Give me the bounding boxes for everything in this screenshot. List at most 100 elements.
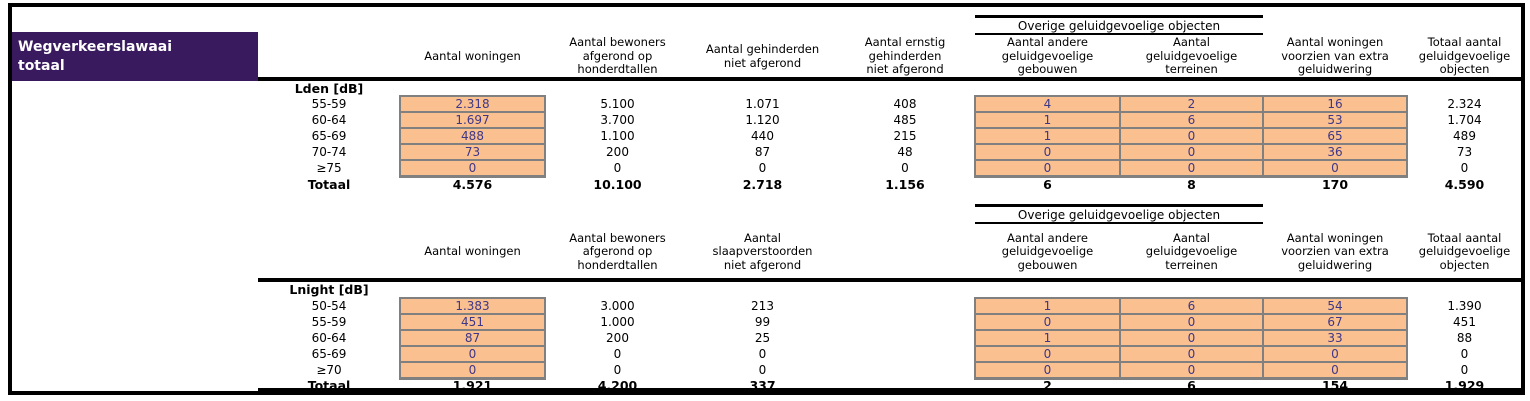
input-cell[interactable]: 1.383	[400, 298, 545, 314]
value-cell: 0	[613, 347, 622, 361]
input-cell[interactable]: 6	[1120, 298, 1263, 314]
input-cell[interactable]: 0	[1263, 346, 1407, 362]
column-header-row: Aantal woningen Aantal bewoners afgerond …	[258, 36, 1522, 77]
input-cell[interactable]: 0	[1120, 330, 1263, 346]
input-cell[interactable]: 0	[1263, 160, 1407, 176]
value-cell: 5.100	[600, 97, 635, 111]
title-line-2: totaal	[18, 58, 65, 74]
total-cell: 2.718	[742, 177, 783, 192]
value-cell: 440	[751, 129, 774, 143]
header-underline	[258, 278, 1521, 282]
band-label-lnight: Lnight [dB]	[289, 282, 369, 297]
title-line-1: Wegverkeerslawaai	[18, 39, 173, 55]
value-cell: 73	[1456, 145, 1473, 159]
value-cell: 3.000	[600, 299, 635, 313]
column-header	[835, 226, 975, 278]
input-cell[interactable]: 53	[1263, 112, 1407, 128]
value-cell: 1.071	[745, 97, 780, 111]
input-cell[interactable]: 6	[1120, 112, 1263, 128]
input-cell[interactable]: 4	[975, 96, 1120, 112]
total-cell: 10.100	[593, 177, 642, 192]
band-label-lden: Lden [dB]	[294, 81, 364, 96]
input-cell[interactable]: 0	[400, 346, 545, 362]
column-header-row: Aantal woningen Aantal bewoners afgerond …	[258, 226, 1522, 278]
overige-group-header: Overige geluidgevoelige objecten	[975, 15, 1263, 35]
row-label: 70-74	[311, 145, 347, 159]
value-cell: 215	[893, 129, 917, 143]
input-cell[interactable]: 0	[975, 346, 1120, 362]
value-cell	[835, 362, 975, 378]
value-cell: 0	[1460, 161, 1469, 175]
value-cell: 3.700	[600, 113, 635, 127]
row-label: 55-59	[311, 97, 347, 111]
value-cell: 200	[606, 331, 629, 345]
lden-table-body: 55-59 2.318 5.100 1.071 408 4 2 16 2.324 60-64 1.6…	[258, 96, 1522, 176]
input-cell[interactable]: 1	[975, 112, 1120, 128]
input-cell[interactable]: 54	[1263, 298, 1407, 314]
value-cell: 408	[893, 97, 917, 111]
lden-total-row: Totaal 4.576 10.100 2.718 1.156 6 8 170 4.590	[258, 177, 1522, 192]
value-cell: 88	[1456, 331, 1473, 345]
input-cell[interactable]: 16	[1263, 96, 1407, 112]
input-cell[interactable]: 488	[400, 128, 545, 144]
table-row: 55-59 2.318 5.100 1.071 408 4 2 16 2.324	[258, 96, 1522, 112]
input-cell[interactable]: 33	[1263, 330, 1407, 346]
value-cell: 485	[893, 113, 917, 127]
input-cell[interactable]: 87	[400, 330, 545, 346]
input-cell[interactable]: 2	[1120, 96, 1263, 112]
input-cell[interactable]: 0	[1120, 128, 1263, 144]
value-cell: 1.704	[1447, 113, 1482, 127]
input-cell[interactable]: 0	[1120, 346, 1263, 362]
input-cell[interactable]: 2.318	[400, 96, 545, 112]
input-cell[interactable]: 0	[975, 144, 1120, 160]
input-cell[interactable]: 1.697	[400, 112, 545, 128]
bottom-rule	[258, 388, 1521, 392]
column-header: Aantal slaapverstoorden niet afgerond	[712, 230, 813, 272]
value-cell: 213	[751, 299, 774, 313]
row-label: 50-54	[311, 299, 347, 313]
value-cell	[835, 330, 975, 346]
input-cell[interactable]: 36	[1263, 144, 1407, 160]
value-cell: 0	[901, 161, 909, 175]
input-cell[interactable]: 0	[1263, 362, 1407, 378]
value-cell	[835, 346, 975, 362]
input-cell[interactable]: 0	[1120, 314, 1263, 330]
input-cell[interactable]: 451	[400, 314, 545, 330]
value-cell: 99	[754, 315, 771, 329]
column-header: Aantal andere geluidgevoelige gebouwen	[1001, 35, 1094, 77]
input-cell[interactable]: 1	[975, 330, 1120, 346]
input-cell[interactable]: 0	[975, 160, 1120, 176]
value-cell: 48	[897, 145, 913, 159]
input-cell[interactable]: 0	[1120, 362, 1263, 378]
input-cell[interactable]: 0	[975, 362, 1120, 378]
input-cell[interactable]: 67	[1263, 314, 1407, 330]
value-cell: 87	[754, 145, 771, 159]
total-cell: 4.590	[1444, 177, 1485, 192]
value-cell: 2.324	[1447, 97, 1482, 111]
row-label: 55-59	[311, 315, 347, 329]
input-cell[interactable]: 0	[1120, 144, 1263, 160]
overige-group-header: Overige geluidgevoelige objecten	[975, 204, 1263, 224]
table-row: 65-69 0 0 0 0 0 0 0	[258, 346, 1522, 362]
report-title: Wegverkeerslawaai totaal	[12, 32, 258, 81]
value-cell: 0	[758, 161, 767, 175]
total-cell: 170	[1321, 177, 1349, 192]
input-cell[interactable]: 1	[975, 128, 1120, 144]
input-cell[interactable]: 0	[400, 362, 545, 378]
table-row: ≥75 0 0 0 0 0 0 0 0	[258, 160, 1522, 176]
column-header: Aantal geluidgevoelige terreinen	[1145, 35, 1238, 77]
total-cell: 1.156	[885, 177, 925, 192]
input-cell[interactable]: 65	[1263, 128, 1407, 144]
input-cell[interactable]: 1	[975, 298, 1120, 314]
input-cell[interactable]: 0	[400, 160, 545, 176]
value-cell: 1.000	[600, 315, 635, 329]
value-cell: 1.390	[1447, 299, 1482, 313]
table-row: ≥70 0 0 0 0 0 0 0	[258, 362, 1522, 378]
header-underline	[258, 77, 1521, 81]
row-label: ≥75	[316, 161, 342, 175]
report-frame	[8, 3, 1525, 395]
input-cell[interactable]: 73	[400, 144, 545, 160]
column-header: Aantal woningen voorzien van extra gelui…	[1281, 230, 1389, 272]
input-cell[interactable]: 0	[975, 314, 1120, 330]
input-cell[interactable]: 0	[1120, 160, 1263, 176]
